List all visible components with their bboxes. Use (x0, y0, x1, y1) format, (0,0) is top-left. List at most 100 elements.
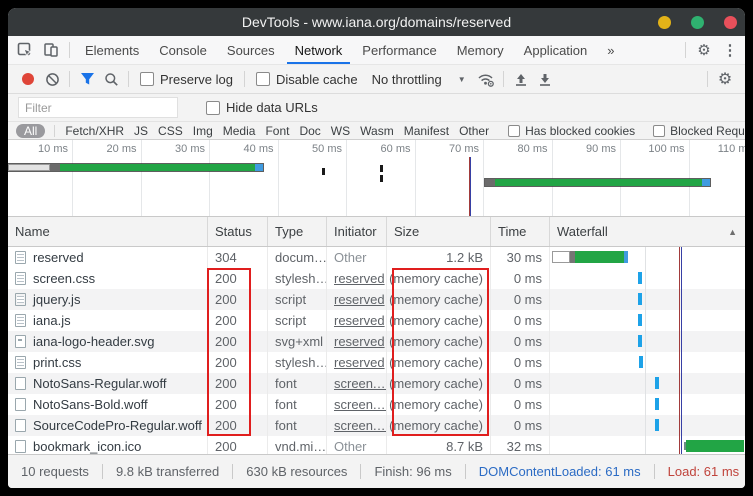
initiator-link[interactable]: reserved (334, 313, 385, 328)
column-header-initiator[interactable]: Initiator (327, 217, 387, 246)
filter-input[interactable] (18, 97, 178, 118)
timeline-gridline (688, 140, 690, 216)
waterfall-waiting-segment (552, 251, 570, 263)
settings-gear-icon[interactable]: ⚙ (697, 42, 711, 59)
tab-[interactable]: » (607, 42, 615, 58)
filter-chip-all[interactable]: All (16, 123, 46, 138)
column-header-status[interactable]: Status (208, 217, 268, 246)
filter-chip-media[interactable]: Media (222, 123, 256, 138)
filter-chip-wasm[interactable]: Wasm (360, 123, 394, 138)
column-header-size[interactable]: Size (387, 217, 491, 246)
status-cell: 200 (208, 268, 268, 289)
divider (54, 124, 56, 137)
type-cell: svg+xml (268, 331, 327, 352)
tab-network[interactable]: Network (285, 36, 353, 64)
divider (128, 71, 129, 87)
checkbox-icon[interactable] (653, 124, 666, 137)
initiator-cell: reserved (327, 268, 387, 289)
filter-chip-manifest[interactable]: Manifest (403, 123, 450, 138)
filter-chip-js[interactable]: JS (134, 123, 149, 138)
checkbox-icon[interactable] (255, 72, 270, 86)
table-row[interactable]: SourceCodePro-Regular.woff 200 font screen.… (8, 415, 745, 436)
import-har-icon[interactable] (509, 67, 533, 91)
tab-memory[interactable]: Memory (456, 42, 504, 58)
filter-chip-fetchxhr[interactable]: Fetch/XHR (65, 123, 125, 138)
table-row[interactable]: NotoSans-Bold.woff 200 font screen.… (memory… (8, 394, 745, 415)
tab-application[interactable]: Application (523, 42, 588, 58)
kebab-menu-icon[interactable]: ⋮ (722, 42, 738, 59)
overview-tiny-request-mark (380, 175, 383, 182)
export-har-icon[interactable] (533, 67, 557, 91)
network-conditions-icon[interactable] (474, 67, 498, 91)
maximize-button[interactable] (691, 15, 704, 29)
table-row[interactable]: bookmark_icon.ico 200 vnd.mi… Other 8.7 kB 32… (8, 436, 745, 454)
waterfall-download-segment (686, 440, 744, 452)
tab-console[interactable]: Console (159, 42, 207, 58)
filter-funnel-icon[interactable] (75, 67, 99, 91)
size-cell: (memory cache) (387, 331, 491, 352)
table-row[interactable]: jquery.js 200 script reserved (memory cache)… (8, 289, 745, 310)
table-row[interactable]: iana.js 200 script reserved (memory cache) 0 … (8, 310, 745, 331)
column-header-waterfall[interactable]: Waterfall ▲ (557, 224, 737, 239)
network-settings-gear-icon[interactable]: ⚙ (717, 71, 733, 88)
clear-button[interactable] (40, 67, 64, 91)
throttling-select[interactable]: No throttling ▼ (371, 71, 466, 87)
tab-sources[interactable]: Sources (226, 42, 275, 58)
initiator-link[interactable]: screen.… (334, 376, 387, 391)
filter-chip-css[interactable]: CSS (158, 123, 183, 138)
table-row[interactable]: screen.css 200 stylesh… reserved (memory cac… (8, 268, 745, 289)
filter-chip-font[interactable]: Font (265, 123, 290, 138)
record-button[interactable] (16, 67, 40, 91)
disable-cache-checkbox[interactable]: Disable cache (255, 72, 358, 87)
timeline-gridline (414, 140, 416, 216)
status-cell: 200 (208, 331, 268, 352)
inspect-element-icon[interactable] (12, 36, 38, 64)
table-row[interactable]: NotoSans-Regular.woff 200 font screen.… (mem… (8, 373, 745, 394)
document-file-icon (15, 293, 26, 306)
column-header-type[interactable]: Type (268, 217, 327, 246)
preserve-log-checkbox[interactable]: Preserve log (140, 72, 233, 87)
title-bar: DevTools - www.iana.org/domains/reserved (8, 8, 745, 36)
table-row[interactable]: iana-logo-header.svg 200 svg+xml reserved (m… (8, 331, 745, 352)
tab-performance[interactable]: Performance (362, 42, 437, 58)
window-title: DevTools - www.iana.org/domains/reserved (241, 14, 512, 30)
checkbox-icon[interactable] (508, 124, 521, 137)
minimize-button[interactable] (658, 15, 671, 29)
initiator-link[interactable]: reserved (334, 292, 385, 307)
device-toolbar-icon[interactable] (38, 36, 64, 64)
filter-chip-ws[interactable]: WS (330, 123, 351, 138)
status-cell: 200 (208, 352, 268, 373)
blocked-requests-checkbox[interactable]: Blocked Requests (653, 124, 745, 138)
checkbox-icon[interactable] (206, 100, 220, 115)
generic-file-icon (15, 419, 26, 432)
status-cell: 200 (208, 415, 268, 436)
initiator-link[interactable]: screen.… (334, 418, 387, 433)
tab-elements[interactable]: Elements (85, 42, 140, 58)
checkbox-icon[interactable] (140, 72, 154, 86)
has-blocked-cookies-checkbox[interactable]: Has blocked cookies (508, 124, 635, 138)
waterfall-cache-tick (638, 272, 642, 284)
column-header-time[interactable]: Time (491, 217, 550, 246)
filter-chip-img[interactable]: Img (192, 123, 213, 138)
status-cell: 200 (208, 373, 268, 394)
table-row[interactable]: print.css 200 stylesh… reserved (memory cach… (8, 352, 745, 373)
initiator-link[interactable]: screen.… (334, 397, 387, 412)
initiator-link[interactable]: reserved (334, 355, 385, 370)
filter-chip-doc[interactable]: Doc (299, 123, 321, 138)
waterfall-cache-tick (655, 377, 659, 389)
column-header-name[interactable]: Name (8, 217, 208, 246)
close-button[interactable] (724, 15, 737, 29)
initiator-link[interactable]: reserved (334, 271, 385, 286)
waterfall-cell (550, 247, 745, 268)
search-icon[interactable] (99, 67, 123, 91)
time-cell: 0 ms (491, 289, 550, 310)
network-overview-timeline[interactable]: 10 ms 20 ms 30 ms 40 ms 50 ms 60 ms 70 ms 80 ms… (8, 140, 745, 217)
filter-chip-other[interactable]: Other (459, 123, 490, 138)
table-row[interactable]: reserved 304 docum… Other 1.2 kB 30 ms (8, 247, 745, 268)
hide-data-urls-checkbox[interactable]: Hide data URLs (206, 100, 318, 115)
dom-content-loaded-line (681, 247, 682, 454)
initiator-link[interactable]: reserved (334, 334, 385, 349)
request-name: NotoSans-Bold.woff (33, 397, 148, 412)
timeline-gridline (346, 140, 347, 216)
initiator-cell: reserved (327, 352, 387, 373)
